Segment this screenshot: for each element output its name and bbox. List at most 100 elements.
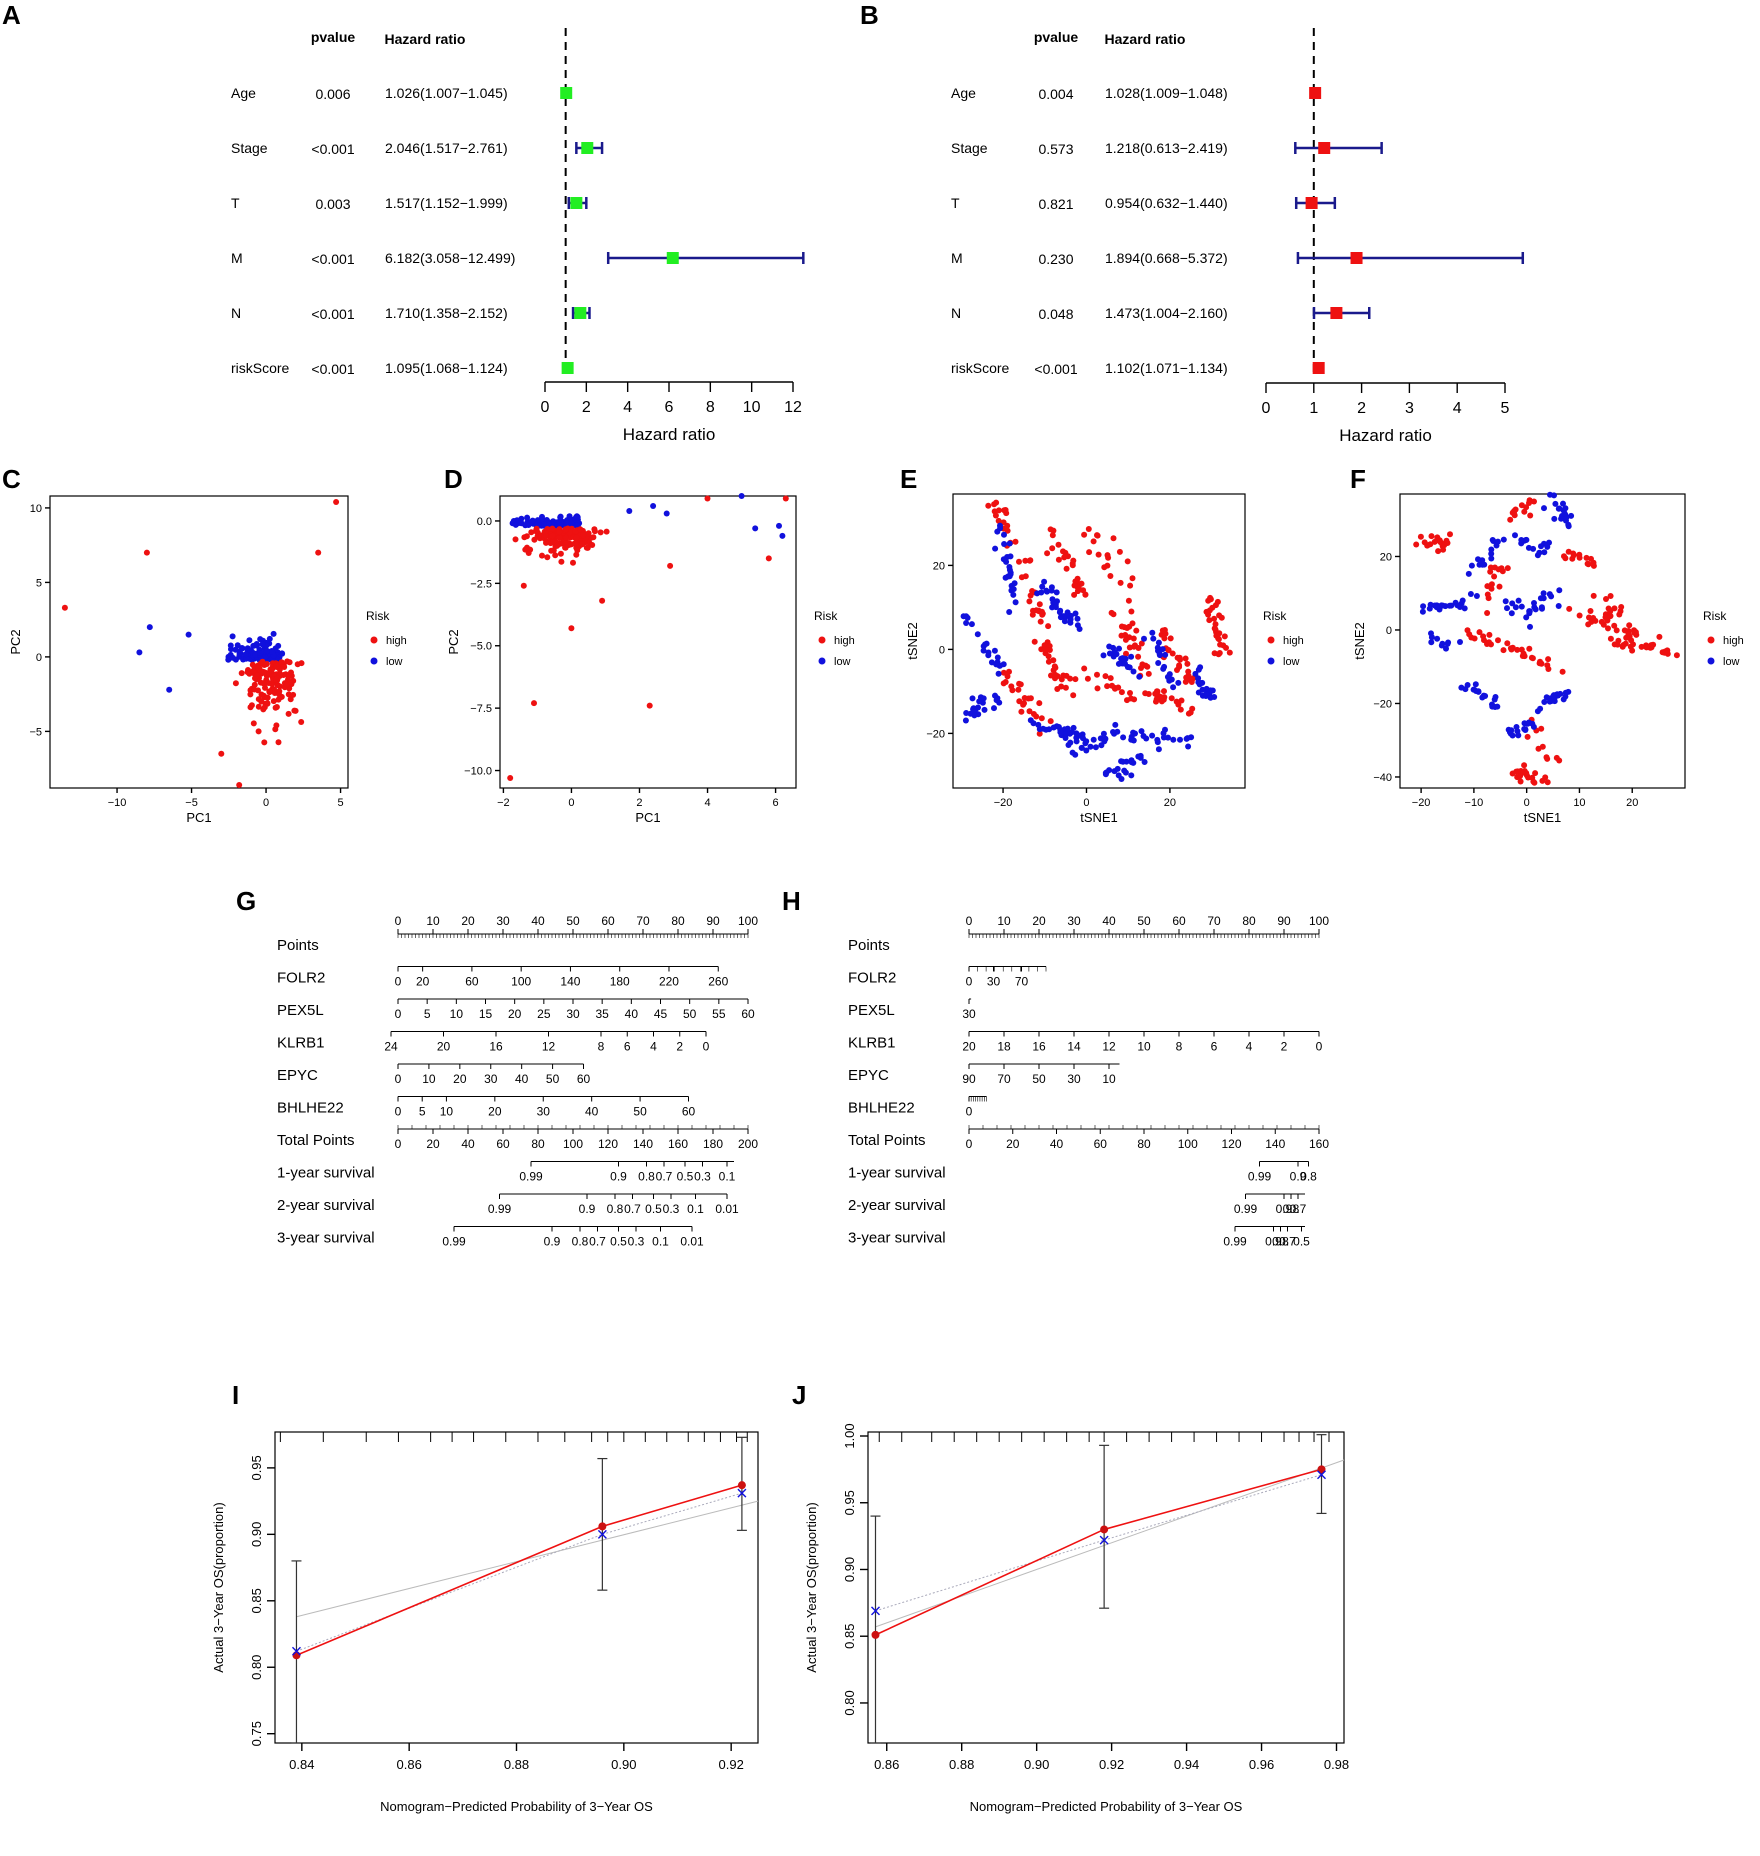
y-axis-title: Actual 3−Year OS(proportion) [804, 1502, 819, 1672]
point-high [271, 686, 278, 693]
point-high [1638, 643, 1645, 650]
nomogram-tick-label: 100 [1309, 914, 1329, 928]
nomogram-tick-label: 0.99 [442, 1235, 466, 1249]
point-high [1538, 725, 1545, 732]
point-low [1140, 733, 1147, 739]
nomogram-tick-label: 18 [997, 1040, 1011, 1054]
point-low [1529, 720, 1536, 727]
y-tick-label: 0.75 [249, 1721, 264, 1746]
point-high [1169, 650, 1176, 657]
point-high [1117, 579, 1124, 586]
nomogram-tick-label: 0 [966, 1105, 973, 1119]
point-high [1124, 697, 1130, 704]
point-high [562, 544, 569, 551]
nomogram-tick-label: 80 [1242, 914, 1256, 928]
point-low [257, 636, 264, 643]
point-high [1027, 695, 1034, 702]
point-low [1562, 689, 1569, 696]
nomogram-row-label: Points [277, 937, 319, 954]
hr-marker [1330, 307, 1343, 319]
nomogram-tick-label: 30 [1067, 914, 1081, 928]
nomogram-tick-label: 20 [1032, 914, 1046, 928]
point-high [273, 663, 280, 670]
point-high [1108, 609, 1115, 616]
point-low [1048, 587, 1055, 594]
point-low [1049, 596, 1056, 603]
hr-marker [666, 252, 679, 264]
point-low [1537, 705, 1544, 712]
point-high [238, 670, 245, 677]
point-low [1532, 606, 1539, 613]
nomogram-tick-label: 20 [437, 1040, 451, 1054]
point-low [1006, 609, 1013, 615]
point-high [247, 691, 254, 698]
y-tick-label: 0 [36, 652, 42, 664]
point-low [266, 635, 273, 642]
point-high [270, 698, 277, 705]
point-low [1078, 744, 1085, 751]
nomogram-tick-label: 60 [682, 1105, 696, 1119]
point-high [143, 549, 150, 556]
plot-frame [952, 493, 1246, 789]
point-low [1438, 602, 1445, 609]
legend-label-low: low [1723, 656, 1740, 668]
point-low [1106, 650, 1113, 657]
point-high [520, 582, 527, 589]
legend-label-low: low [1283, 656, 1300, 668]
point-high [1185, 668, 1192, 675]
point-high [1131, 696, 1138, 703]
point-low [1565, 523, 1572, 530]
point-high [765, 555, 772, 562]
point-high [1611, 605, 1618, 612]
point-high [1622, 640, 1629, 647]
y-tick-label: 0 [1386, 625, 1392, 637]
point-low [1523, 614, 1530, 621]
point-low [1199, 686, 1206, 693]
point-high [1206, 617, 1213, 624]
nomogram-tick-label: 0.99 [1223, 1235, 1247, 1249]
hr-marker [1312, 362, 1325, 374]
point-low [1056, 609, 1063, 616]
point-low [1439, 640, 1446, 647]
nomogram-tick-label: 50 [1032, 1072, 1046, 1086]
pvalue-text: <0.001 [311, 306, 354, 322]
point-low [1195, 675, 1202, 682]
point-low [1541, 549, 1548, 556]
y-axis-title: tSNE2 [905, 622, 920, 660]
point-high [1584, 560, 1591, 567]
nomogram-tick-label: 10 [450, 1007, 464, 1021]
point-high [1587, 608, 1594, 614]
point-high [591, 526, 598, 533]
point-low [1155, 660, 1162, 666]
nomogram-tick-label: 20 [962, 1040, 976, 1054]
point-high [1122, 636, 1129, 643]
y-tick-label: 5 [36, 577, 42, 589]
point-high [1124, 558, 1131, 565]
legend-marker-high [818, 636, 826, 644]
nomogram-tick-label: 30 [496, 914, 510, 928]
x-tick-label: 0 [568, 797, 574, 809]
point-high [1107, 573, 1114, 579]
point-high [543, 533, 549, 540]
nomogram-tick-label: 160 [668, 1137, 688, 1151]
point-low [1494, 538, 1501, 545]
point-low [1419, 608, 1426, 615]
point-low [269, 648, 276, 655]
point-low [1044, 588, 1050, 595]
point-high [1055, 556, 1062, 563]
pvalue-text: 0.048 [1038, 306, 1073, 322]
point-low [969, 695, 976, 702]
point-low [1063, 730, 1069, 737]
point-low [994, 654, 1001, 661]
point-high [597, 529, 604, 536]
nomogram-tick-label: 0.1 [652, 1235, 669, 1249]
point-high [1135, 653, 1142, 660]
point-low [1183, 735, 1190, 742]
point-low [1160, 730, 1167, 737]
nomogram-row-label: BHLHE22 [848, 1100, 915, 1117]
point-high [261, 739, 268, 746]
point-low [1120, 734, 1127, 741]
point-high [1051, 663, 1058, 670]
